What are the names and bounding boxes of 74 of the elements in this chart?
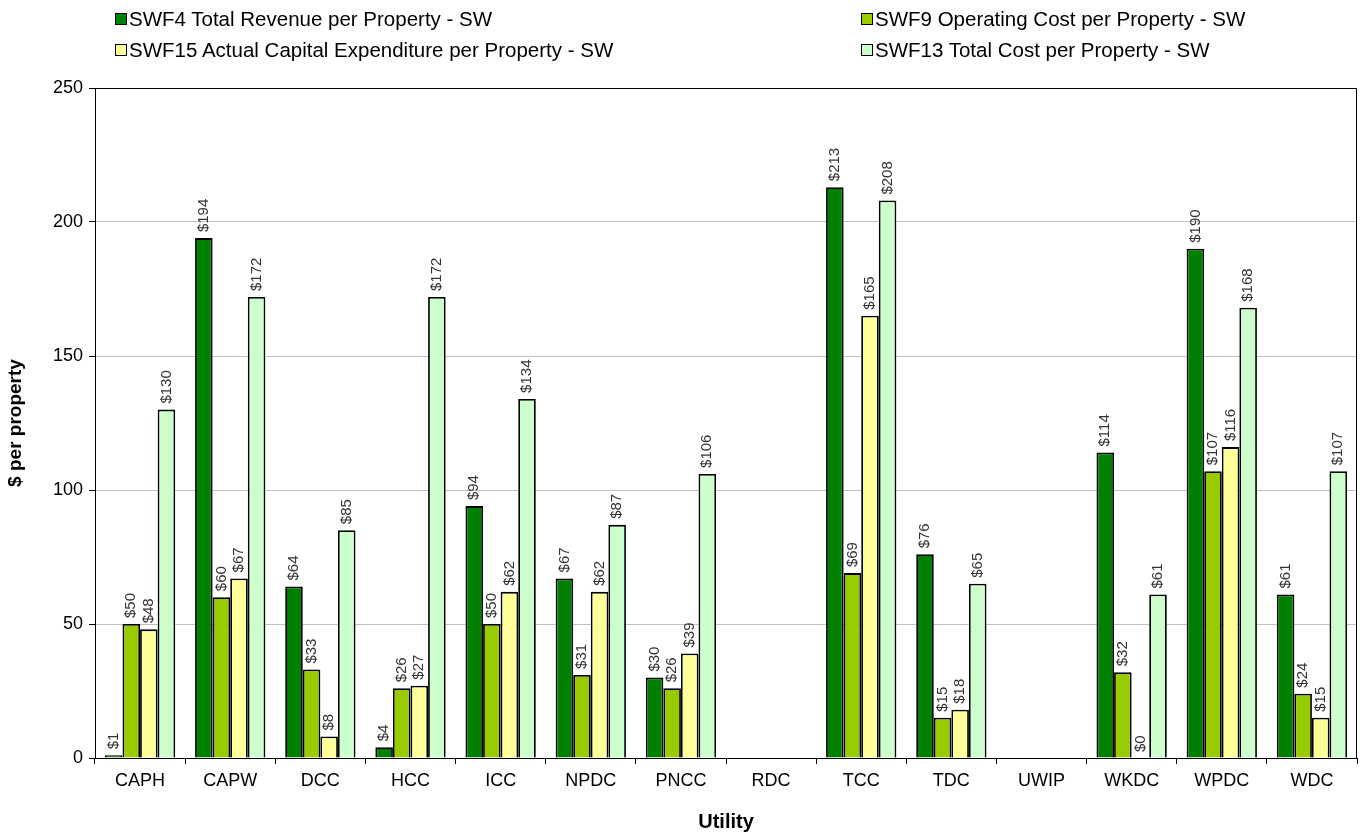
x-tick-label: DCC [300, 769, 340, 790]
data-label: $194 [193, 198, 211, 233]
data-label: $116 [1220, 408, 1238, 442]
data-label: $15 [932, 686, 950, 712]
data-label: $26 [662, 657, 680, 683]
data-label: $32 [1112, 641, 1130, 667]
data-label: $213 [824, 147, 842, 182]
data-label: $50 [121, 592, 139, 618]
x-tick-label: PNCC [655, 769, 707, 790]
data-label: $87 [607, 493, 625, 519]
data-label: $165 [860, 276, 878, 310]
y-tick-label: 200 [52, 210, 83, 231]
data-label: $130 [156, 370, 174, 404]
data-label: $15 [1310, 686, 1328, 712]
legend-label: SWF9 Operating Cost per Property - SW [875, 6, 1246, 31]
x-tick-label: TCC [842, 769, 880, 790]
data-label: $1 [103, 732, 121, 750]
legend-label: SWF4 Total Revenue per Property - SW [129, 6, 493, 31]
legend-label: SWF15 Actual Capital Expenditure per Property - SW [129, 37, 614, 62]
data-label: $106 [697, 434, 715, 468]
data-label: $62 [589, 560, 607, 586]
data-label: $65 [967, 552, 985, 578]
y-tick-label: 150 [52, 344, 83, 365]
y-tick-label: 250 [52, 76, 83, 97]
x-tick-label: CAPH [115, 769, 166, 790]
data-label: $69 [842, 542, 860, 568]
x-tick-label: TDC [932, 769, 970, 790]
data-label: $134 [517, 359, 535, 393]
data-label: $33 [301, 638, 319, 664]
y-axis-title: $ per property [3, 358, 25, 487]
data-label: $67 [229, 547, 247, 573]
data-label: $190 [1185, 209, 1203, 243]
data-label: $172 [246, 257, 264, 292]
x-tick-label: ICC [485, 769, 517, 790]
data-label: $60 [211, 566, 229, 592]
data-label: $67 [554, 547, 572, 573]
data-label: $168 [1238, 268, 1256, 302]
x-tick-label: WDC [1290, 769, 1334, 790]
data-label: $24 [1293, 662, 1311, 688]
data-label: $94 [464, 475, 482, 501]
x-tick-label: NPDC [565, 769, 617, 790]
x-tick-label: HCC [391, 769, 430, 790]
x-tick-label: UWIP [1018, 769, 1065, 790]
data-label: $61 [1275, 563, 1293, 589]
data-label: $30 [644, 646, 662, 672]
data-label: $85 [336, 499, 354, 525]
data-label: $172 [427, 257, 445, 292]
x-tick-label: WPDC [1194, 769, 1250, 790]
data-label: $114 [1095, 414, 1113, 447]
data-label: $39 [679, 622, 697, 648]
y-tick-label: 0 [72, 746, 83, 767]
data-label: $27 [409, 654, 427, 680]
data-label: $62 [499, 560, 517, 586]
data-label: $18 [950, 678, 968, 704]
data-label: $8 [319, 713, 337, 731]
data-label: $64 [284, 555, 302, 581]
data-label: $4 [374, 724, 392, 742]
data-label: $61 [1148, 563, 1166, 589]
data-label: $26 [391, 657, 409, 683]
y-tick-label: 100 [52, 478, 83, 499]
x-tick-label: WKDC [1104, 769, 1160, 790]
data-label: $76 [915, 523, 933, 549]
x-tick-label: CAPW [203, 769, 258, 790]
data-label: $107 [1203, 431, 1221, 466]
legend-label: SWF13 Total Cost per Property - SW [875, 37, 1210, 62]
data-label: $50 [481, 592, 499, 618]
y-tick-label: 50 [62, 612, 83, 633]
x-tick-label: RDC [751, 769, 791, 790]
data-label: $31 [572, 643, 590, 669]
data-label: $0 [1130, 735, 1148, 752]
data-label: $208 [877, 161, 895, 195]
data-label: $107 [1328, 431, 1346, 466]
data-label: $48 [139, 598, 156, 624]
x-axis-title: Utility [698, 809, 755, 832]
